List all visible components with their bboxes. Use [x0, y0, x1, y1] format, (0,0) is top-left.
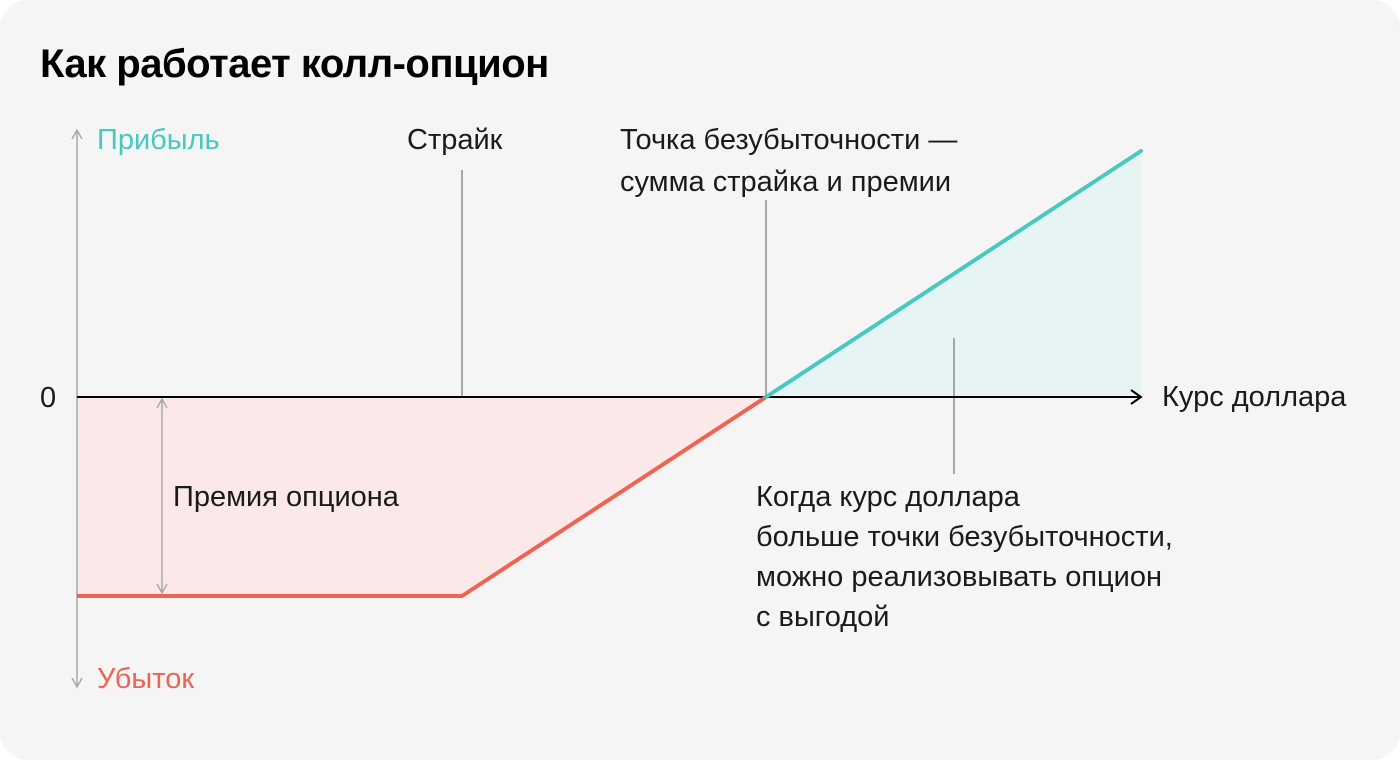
profit-note-line4: с выгодой: [756, 601, 890, 633]
profit-payoff-line: [764, 149, 1143, 399]
premium-label: Премия опциона: [173, 481, 400, 513]
y-axis-loss-label: Убыток: [97, 663, 194, 695]
profit-note-line2: больше точки безубыточности,: [756, 521, 1173, 553]
x-axis: [77, 389, 1143, 405]
strike-label: Страйк: [407, 124, 503, 156]
profit-note-line3: можно реализовывать опцион: [756, 561, 1162, 593]
premium-dimension: [156, 397, 168, 595]
loss-area: [77, 397, 766, 596]
profit-note-line1: Когда курс доллара: [756, 481, 1021, 513]
y-axis-down-arrow: [71, 677, 83, 689]
y-axis-up-arrow: [71, 128, 83, 140]
x-axis-label: Курс доллара: [1162, 381, 1347, 413]
zero-label: 0: [40, 382, 56, 414]
loss-payoff-line: [77, 395, 768, 598]
y-axis-profit-label: Прибыль: [97, 124, 220, 156]
breakeven-label-line2: сумма страйка и премии: [620, 166, 951, 198]
page-title: Как работает колл-опцион: [40, 42, 549, 86]
breakeven-label-line1: Точка безубыточности —: [620, 124, 957, 156]
x-axis-arrow: [1130, 389, 1143, 405]
